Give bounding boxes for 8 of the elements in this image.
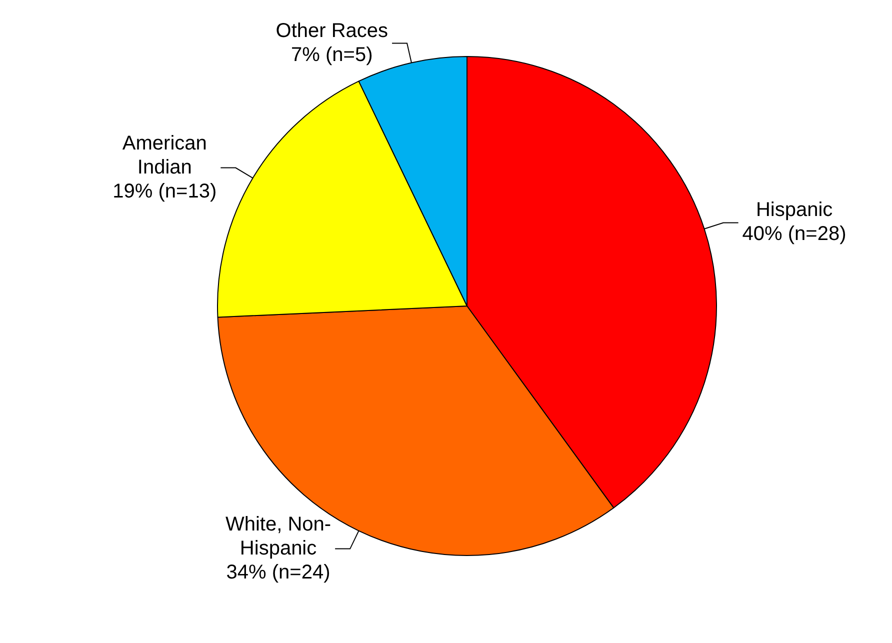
data-label: 19% (n=13)	[112, 180, 217, 202]
data-label: 34% (n=24)	[226, 561, 330, 584]
slice-label: Other Races	[276, 20, 388, 42]
slice-label: Hispanic	[756, 199, 833, 222]
slice-label: White, Non-Hispanic	[225, 513, 332, 560]
slice-label: American Indian	[122, 132, 207, 178]
data-label: 7% (n=5)	[291, 44, 373, 66]
data-label: 40% (n=28)	[742, 223, 846, 246]
